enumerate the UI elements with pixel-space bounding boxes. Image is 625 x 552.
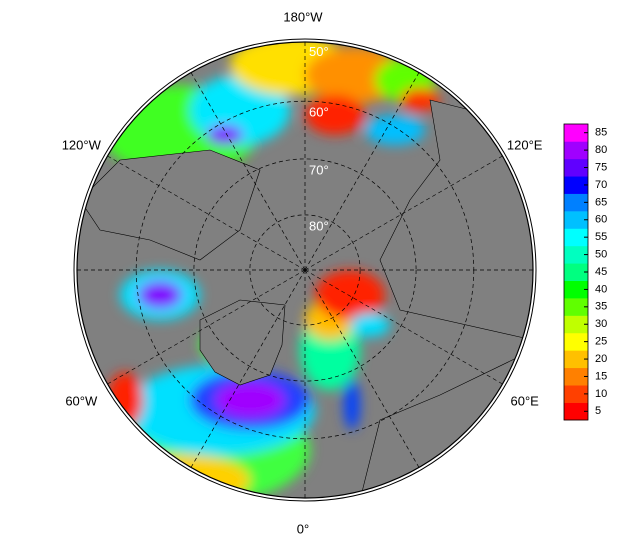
latitude-label: 80° [309,218,329,233]
latitude-label: 50° [309,44,329,59]
colorbar-segment [564,228,588,247]
colorbar-label: 75 [595,161,607,173]
colorbar-segment [564,245,588,264]
colorbar-segment [564,280,588,299]
colorbar-segment [564,158,588,177]
colorbar-segment [564,176,588,194]
latitude-label: 70° [309,162,329,177]
latitude-label: 60° [309,105,329,120]
meridian [304,149,514,271]
colorbar-label: 50 [595,248,607,260]
colorbar-label: 35 [595,301,607,313]
colorbar-label: 80 [595,144,607,156]
colorbar-segment [564,298,588,316]
colorbar-segment [564,141,588,160]
colorbar-segment [564,124,588,142]
map-border-outer [73,38,537,502]
longitude-label: 60°W [65,393,98,408]
colorbar-label: 45 [595,266,607,278]
colorbar-segment [564,385,588,403]
colorbar-label: 60 [595,214,607,226]
meridian [96,149,306,271]
colorbar-label: 40 [595,283,607,295]
colorbar-label: 25 [595,336,607,348]
data-field [90,42,480,498]
colorbar-segment [564,263,588,282]
colorbar-label: 85 [595,127,607,139]
graticule [77,42,533,498]
greenland [199,299,286,386]
longitude-label: 120°W [62,137,102,152]
colorbar-label: 20 [595,353,607,365]
north-america [79,149,261,261]
meridian [304,269,514,391]
colorbar-segment [564,315,588,334]
meridian [96,269,306,391]
colorbar-segment [564,402,588,421]
colorbar-label: 65 [595,196,607,208]
map-border [76,41,534,499]
colorbar-segment [564,332,588,351]
latitude-circle [249,214,361,326]
colorbar-label: 70 [595,179,607,191]
colorbar-label: 30 [595,318,607,330]
colorbar-segment [564,367,588,386]
longitude-label: 60°E [511,393,540,408]
colorbar-label: 10 [595,388,607,400]
colorbar-label: 55 [595,231,607,243]
meridian [184,269,306,479]
longitude-label: 180°W [283,9,323,24]
latitude-circle [135,100,475,440]
map-disk [77,42,533,498]
meridian [184,61,306,271]
meridian [304,61,426,271]
meridian [304,269,426,479]
colorbar-label: 5 [595,405,601,417]
colorbar-segment [564,211,588,229]
latitude-circle [193,158,417,382]
longitude-label: 0° [297,521,309,536]
colorbar-label: 15 [595,370,607,382]
longitude-label: 120°E [507,137,543,152]
colorbar-segment [564,193,588,212]
colorbar-segment [564,350,588,369]
